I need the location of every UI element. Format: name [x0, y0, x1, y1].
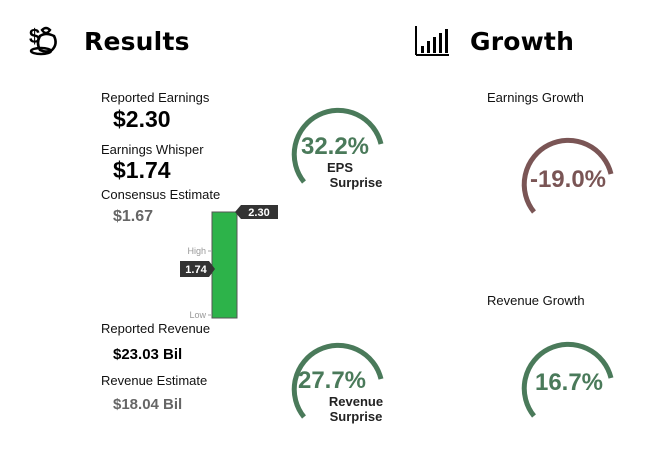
money-bag-icon: $	[29, 26, 57, 56]
revenue-growth-value: 16.7%	[535, 369, 603, 396]
eps-surprise-label-1: EPS	[327, 160, 353, 175]
results-title: Results	[84, 27, 190, 56]
range-mid-tag: 1.74	[180, 261, 215, 277]
eps-surprise-value: 32.2%	[301, 133, 369, 160]
earnings-growth-gauge: -19.0%	[521, 137, 614, 214]
reported-revenue-label: Reported Revenue	[101, 321, 211, 336]
revenue-growth-gauge: 16.7%	[521, 341, 614, 418]
earnings-growth-value: -19.0%	[530, 166, 606, 193]
earnings-range-bar: High Low 2.30 1.74	[180, 205, 278, 320]
reported-earnings-label: Reported Earnings	[101, 90, 210, 105]
growth-title: Growth	[470, 27, 575, 56]
earnings-whisper-label: Earnings Whisper	[101, 142, 204, 157]
revenue-surprise-value: 27.7%	[298, 367, 366, 394]
revenue-estimate-label: Revenue Estimate	[101, 373, 208, 388]
eps-surprise-gauge: 32.2% EPS Surprise	[291, 107, 384, 190]
range-top-tag: 2.30	[235, 205, 278, 219]
revenue-surprise-label-2: Surprise	[330, 409, 383, 424]
range-mid-tag-text: 1.74	[185, 264, 207, 276]
svg-text:$: $	[29, 26, 40, 48]
bar-chart-icon	[415, 26, 449, 56]
revenue-surprise-label-1: Revenue	[329, 394, 383, 409]
revenue-surprise-gauge: 27.7% Revenue Surprise	[291, 342, 384, 424]
range-high-label: High	[187, 246, 206, 256]
earnings-growth-label: Earnings Growth	[487, 90, 584, 105]
range-bar-fill	[211, 211, 238, 319]
range-top-tag-text: 2.30	[248, 207, 269, 219]
reported-earnings-value: $2.30	[113, 106, 171, 132]
range-low-label: Low	[189, 310, 206, 320]
consensus-estimate-label: Consensus Estimate	[101, 187, 221, 202]
eps-surprise-label-2: Surprise	[330, 175, 383, 190]
earnings-whisper-value: $1.74	[113, 157, 171, 183]
revenue-estimate-value: $18.04 Bil	[113, 396, 183, 413]
revenue-growth-label: Revenue Growth	[487, 293, 585, 308]
reported-revenue-value: $23.03 Bil	[113, 346, 183, 363]
consensus-estimate-value: $1.67	[113, 208, 154, 225]
